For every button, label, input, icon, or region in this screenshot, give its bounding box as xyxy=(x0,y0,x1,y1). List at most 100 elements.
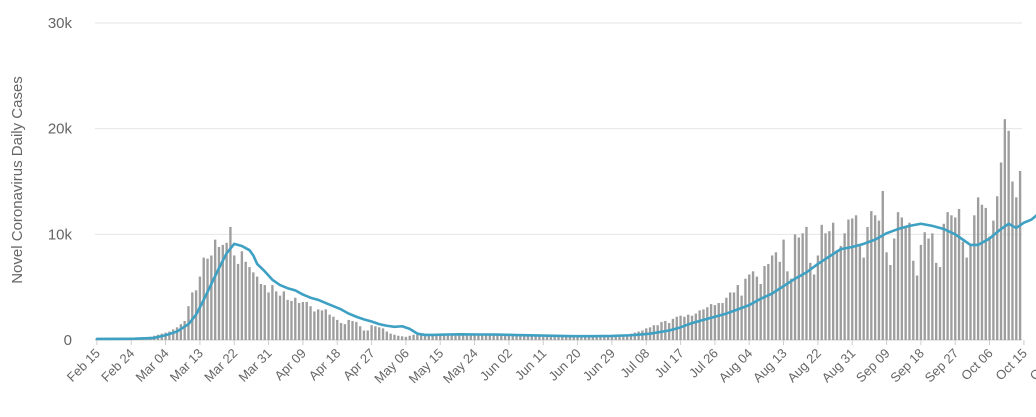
daily-case-bar xyxy=(336,319,339,340)
x-tick-label: Apr 18 xyxy=(306,346,344,384)
x-tick-label: Feb 15 xyxy=(64,346,103,385)
daily-case-bar xyxy=(767,263,770,340)
daily-case-bar xyxy=(900,217,904,340)
x-tick-label: Jun 20 xyxy=(545,346,583,384)
daily-case-bar xyxy=(431,334,434,340)
daily-case-bar xyxy=(873,215,877,340)
daily-case-bar xyxy=(717,303,720,340)
daily-case-bar xyxy=(751,271,755,340)
daily-case-bar xyxy=(820,224,823,340)
daily-case-bar xyxy=(511,335,514,340)
daily-case-bar xyxy=(496,335,499,340)
daily-case-bar xyxy=(442,334,446,340)
daily-case-bar xyxy=(908,222,911,340)
daily-case-bar xyxy=(542,336,545,340)
daily-case-bar xyxy=(446,334,450,340)
daily-case-bar xyxy=(458,334,461,340)
daily-case-bar xyxy=(709,304,713,340)
daily-case-bar xyxy=(221,244,224,340)
daily-case-bar xyxy=(805,226,808,340)
daily-case-bar xyxy=(934,262,938,340)
daily-case-bar xyxy=(355,322,358,340)
daily-case-bar xyxy=(969,244,972,340)
daily-case-bar xyxy=(858,243,862,340)
daily-case-bar xyxy=(530,336,533,340)
daily-case-bar xyxy=(603,335,606,340)
daily-case-bar xyxy=(286,299,289,340)
daily-case-bar xyxy=(183,320,186,340)
daily-case-bar xyxy=(328,314,331,340)
daily-case-bar xyxy=(721,303,724,340)
daily-case-bar xyxy=(690,315,694,340)
daily-case-bar xyxy=(210,255,213,340)
daily-case-bar xyxy=(831,222,835,340)
daily-case-bar xyxy=(412,334,415,340)
daily-case-bar xyxy=(629,333,633,340)
daily-case-bar xyxy=(1018,170,1022,340)
daily-case-bars xyxy=(95,119,1022,340)
daily-case-bar xyxy=(450,334,453,340)
daily-case-bar xyxy=(889,264,892,340)
daily-case-bar xyxy=(351,320,354,340)
daily-case-bar xyxy=(324,309,327,340)
daily-case-bar xyxy=(263,285,266,340)
daily-case-bar xyxy=(595,335,598,340)
daily-case-bar xyxy=(297,303,301,340)
daily-case-bar xyxy=(896,212,900,340)
daily-case-bar xyxy=(809,262,812,340)
daily-case-bar xyxy=(770,255,774,340)
daily-case-bar xyxy=(290,300,293,340)
daily-case-bar xyxy=(778,261,781,340)
x-tick-label: Sep 18 xyxy=(887,346,927,386)
x-tick-label: Aug 13 xyxy=(750,346,790,386)
daily-case-bar xyxy=(912,260,915,340)
daily-case-bar xyxy=(851,218,854,340)
daily-case-bar xyxy=(271,285,274,340)
daily-case-bar xyxy=(217,247,221,340)
daily-case-bar xyxy=(515,335,518,340)
daily-case-bar xyxy=(996,196,999,340)
x-tick-label: Aug 22 xyxy=(784,346,824,386)
daily-case-bar xyxy=(599,335,602,340)
x-tick-label: Jul 08 xyxy=(617,346,652,381)
x-tick-label: Sep 27 xyxy=(922,346,962,386)
daily-case-bar xyxy=(610,335,614,340)
daily-case-bar xyxy=(988,236,991,340)
daily-case-bar xyxy=(389,333,392,340)
daily-case-bar xyxy=(561,336,564,340)
daily-case-bar xyxy=(702,309,705,340)
daily-case-bar xyxy=(233,255,236,340)
daily-case-bar xyxy=(732,292,736,340)
daily-case-bar xyxy=(893,238,896,340)
daily-case-bar xyxy=(549,336,553,340)
daily-case-bar xyxy=(282,291,286,340)
daily-case-bar xyxy=(393,334,396,340)
x-tick-label: May 24 xyxy=(440,346,481,387)
y-axis-title: Novel Coronavirus Daily Cases xyxy=(9,76,26,284)
daily-case-bar xyxy=(748,274,751,340)
daily-case-bar xyxy=(301,301,305,340)
x-tick-label: Jul 17 xyxy=(652,346,687,381)
daily-case-bar xyxy=(400,336,404,340)
daily-case-bar xyxy=(481,335,484,340)
daily-case-bar xyxy=(973,215,976,340)
daily-case-bar xyxy=(923,232,926,340)
daily-case-bar xyxy=(473,334,476,340)
daily-case-bar xyxy=(816,255,820,340)
daily-case-bar xyxy=(408,335,411,340)
daily-case-bar xyxy=(736,285,739,340)
daily-case-bar xyxy=(488,335,492,340)
daily-case-bar xyxy=(229,226,232,340)
daily-case-bar xyxy=(843,233,846,340)
daily-case-bar xyxy=(484,335,488,340)
daily-case-bar xyxy=(992,220,995,340)
daily-case-bar xyxy=(309,306,312,340)
daily-case-bar xyxy=(522,335,526,340)
daily-case-bar xyxy=(904,225,907,340)
daily-case-bar xyxy=(255,276,259,340)
daily-case-bar xyxy=(793,234,797,340)
daily-case-bar xyxy=(568,336,572,340)
y-tick-label: 10k xyxy=(48,226,73,243)
